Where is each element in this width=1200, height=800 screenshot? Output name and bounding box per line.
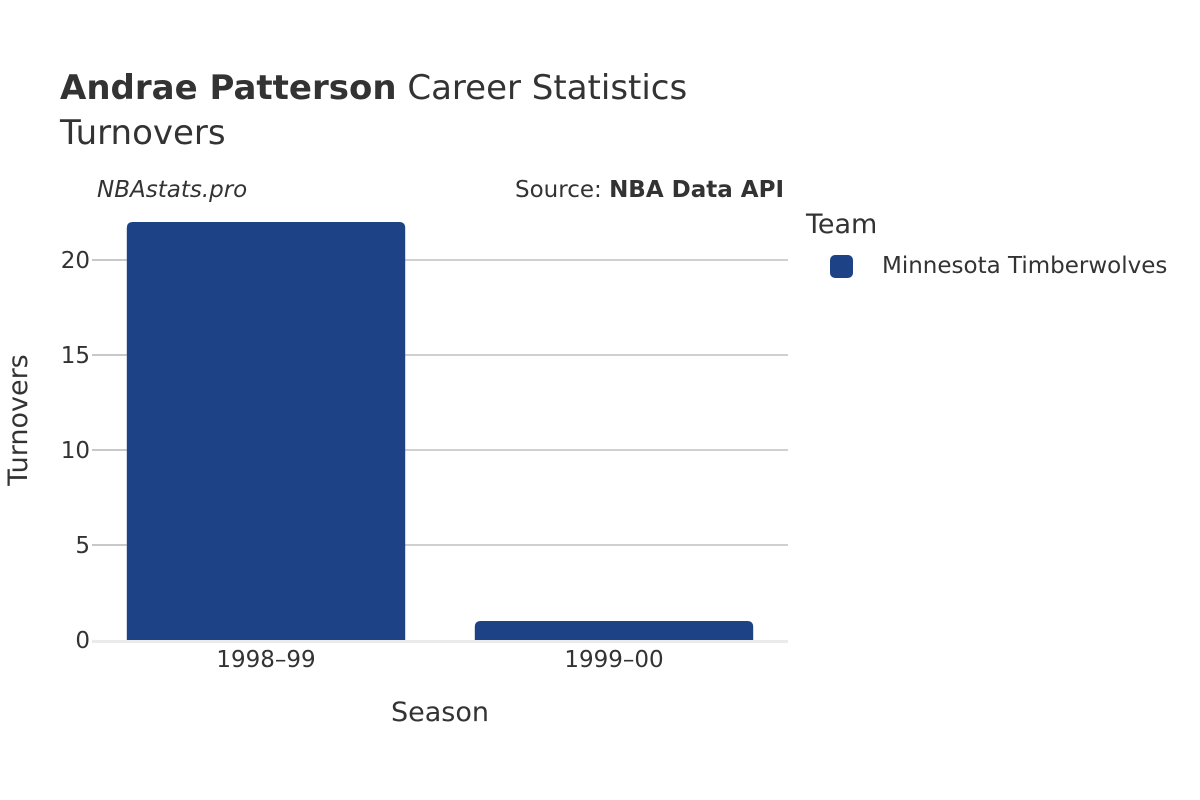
source-prefix: Source: — [515, 177, 602, 203]
y-tick-label: 15 — [61, 343, 90, 369]
y-tick-label: 5 — [75, 533, 90, 559]
legend-label: Minnesota Timberwolves — [882, 253, 1168, 279]
y-tick-label: 20 — [61, 248, 90, 274]
chart-subtitle: Turnovers — [60, 113, 226, 153]
x-axis-label: Season — [391, 697, 489, 728]
y-tick-label: 10 — [61, 438, 90, 464]
bar-1999–00[interactable] — [474, 621, 754, 640]
bar-1998–99[interactable] — [126, 222, 406, 640]
chart-title: Andrae Patterson Career Statistics — [60, 66, 687, 110]
y-tick-label: 0 — [75, 628, 90, 654]
legend-title: Team — [806, 209, 878, 240]
x-tick-label: 1999–00 — [564, 647, 663, 673]
y-axis-label: Turnovers — [3, 354, 34, 487]
y-axis-ticks: 0 5 10 15 20 — [61, 248, 90, 654]
title-rest: Career Statistics — [407, 68, 688, 108]
x-axis-ticks: 1998–99 1999–00 — [216, 647, 663, 673]
source-credit: Source: NBA Data API — [515, 177, 784, 203]
watermark: NBAstats.pro — [97, 177, 248, 203]
x-tick-label: 1998–99 — [216, 647, 315, 673]
legend-item-minnesota-timberwolves[interactable]: Minnesota Timberwolves — [830, 252, 1167, 280]
legend-swatch — [830, 254, 853, 278]
bars — [126, 222, 754, 640]
player-name: Andrae Patterson — [60, 68, 397, 108]
source-name: NBA Data API — [609, 177, 784, 203]
